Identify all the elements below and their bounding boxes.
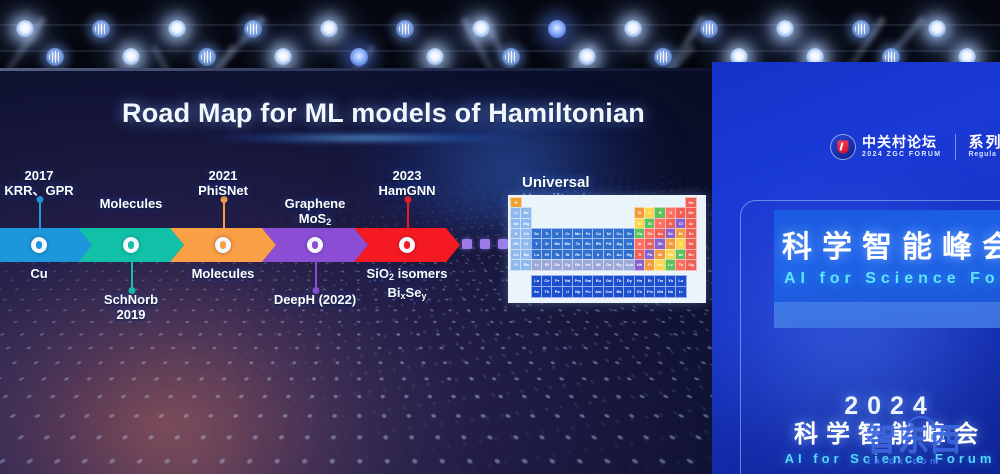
backdrop-inner-frame	[740, 200, 1000, 474]
timeline-step-5[interactable]	[354, 228, 460, 262]
timeline-step-4[interactable]	[262, 228, 368, 262]
stage-lamp	[198, 48, 216, 66]
stage-lamp	[472, 20, 490, 38]
stage-lamp	[502, 48, 520, 66]
stage-lamp	[882, 48, 900, 66]
stage-lamp	[548, 20, 566, 38]
led-bottom-strip	[774, 302, 1000, 328]
periodic-element: Lu	[674, 275, 687, 288]
timeline-stem-dot	[404, 196, 412, 203]
logo-divider	[954, 134, 956, 160]
banner-title-en: AI for Science Forum	[784, 451, 996, 466]
stage-lamp	[578, 48, 596, 66]
timeline-stem	[220, 196, 228, 232]
watermark-cn: 智东西	[866, 422, 962, 457]
timeline-stem-dot	[220, 196, 228, 203]
timeline-label-below: Cu	[30, 266, 48, 281]
stage-lamp	[92, 20, 110, 38]
stage-lamp	[274, 48, 292, 66]
timeline-label-below: SchNorb 2019	[103, 292, 159, 322]
periodic-element: Og	[685, 258, 698, 271]
conference-backdrop-panel: 中关村论坛 2024 ZGC FORUM 系列 Regula 科学智能峰会 AI…	[712, 62, 1000, 474]
title-underline-glow	[200, 133, 530, 143]
stage-lamp	[730, 48, 748, 66]
timeline-label-above: Graphene MoS2	[284, 196, 346, 227]
banner-title-cn: 科学智能峰会	[794, 421, 986, 448]
timeline-label-above: 2023 HamGNN	[378, 168, 436, 198]
stage-lamp	[426, 48, 444, 66]
stage-lamp	[396, 20, 414, 38]
periodic-table: H He Li Be B C N O F Ne Na Mg Al Si P S Cl Ar K Ca Sc Ti V Cr Mn…	[508, 195, 706, 303]
stage-lamp	[776, 20, 794, 38]
timeline-step-marker	[215, 237, 231, 253]
stage-lamp	[958, 48, 976, 66]
timeline-stem-dot	[128, 287, 136, 294]
stage-lamp	[624, 20, 642, 38]
timeline-stem	[36, 196, 44, 232]
logo-title-en: 2024 ZGC FORUM	[862, 150, 942, 158]
universal-label: Universal	[522, 174, 590, 191]
timeline-step-2[interactable]	[78, 228, 184, 262]
stage-lamp	[168, 20, 186, 38]
timeline-trailing-square	[498, 239, 508, 249]
timeline-label-above: Molecules	[99, 196, 163, 211]
zgc-forum-logo: 中关村论坛 2024 ZGC FORUM 系列 Regula	[830, 134, 1000, 160]
stage-light-truss	[0, 0, 1000, 68]
stage-lamp	[46, 48, 64, 66]
stage-lamp	[928, 20, 946, 38]
stage-lamp	[320, 20, 338, 38]
timeline-label-above: 2017 KRR、GPR	[4, 168, 74, 198]
backdrop-banner: 2024 科学智能峰会 AI for Science Forum	[768, 392, 1000, 468]
stage-lamp	[852, 20, 870, 38]
periodic-element: Sg	[561, 258, 574, 271]
stage-lamp	[700, 20, 718, 38]
light-beam	[124, 44, 237, 68]
timeline-stem	[128, 258, 136, 294]
watermark: 智东西 zhidx.com	[866, 416, 990, 468]
screen-top-edge	[0, 68, 712, 71]
timeline-label-below: SiO2 isomers BixSey	[366, 266, 448, 301]
timeline-step-marker	[123, 237, 139, 253]
stage-lamp	[16, 20, 34, 38]
timeline-step-marker	[31, 237, 47, 253]
stage-lamp	[122, 48, 140, 66]
timeline-stem	[312, 258, 320, 294]
timeline-step-marker	[399, 237, 415, 253]
timeline-stem	[404, 196, 412, 232]
slide-title: Road Map for ML models of Hamiltonian	[122, 98, 645, 128]
timeline-stem-dot	[36, 196, 44, 203]
banner-year: 2024	[844, 392, 936, 420]
stage-lamp	[244, 20, 262, 38]
timeline-step-marker	[307, 237, 323, 253]
stage-lamp	[654, 48, 672, 66]
timeline-trailing-square	[462, 239, 472, 249]
led-title-cn: 科学智能峰会	[782, 231, 1000, 264]
stage-lamp	[806, 48, 824, 66]
zgc-logo-icon	[830, 134, 856, 160]
logo-series-en: Regula	[968, 150, 997, 158]
timeline-step-3[interactable]	[170, 228, 276, 262]
logo-series-cn: 系列	[968, 133, 1000, 151]
timeline-stem-dot	[312, 287, 320, 294]
stage-lamp	[350, 48, 368, 66]
watermark-en: zhidx.com	[866, 456, 942, 466]
timeline-label-below: DeepH (2022)	[273, 292, 357, 307]
timeline-trailing-square	[480, 239, 490, 249]
led-header-screen: 科学智能峰会 AI for Science Forum	[774, 210, 1000, 328]
logo-title-cn: 中关村论坛	[862, 133, 937, 150]
periodic-element: Lr	[674, 285, 687, 298]
timeline-label-below: Molecules	[191, 266, 255, 281]
timeline-label-above: 2021 PhiSNet	[198, 168, 248, 198]
timeline-step-1[interactable]	[0, 228, 92, 262]
led-title-en: AI for Science Forum	[784, 270, 1000, 287]
